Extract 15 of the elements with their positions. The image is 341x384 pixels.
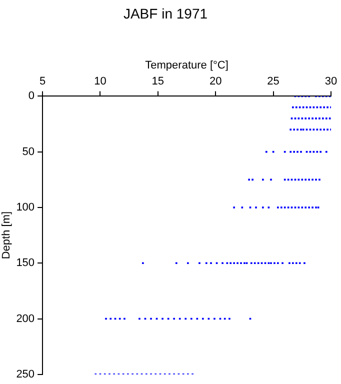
x-tick-label: 30 [324, 76, 338, 88]
y-axis-title: Depth [m] [0, 211, 13, 260]
x-tick-label: 15 [152, 76, 164, 88]
x-tick-label: 20 [209, 76, 222, 88]
y-tick-label: 100 [16, 202, 35, 214]
x-tick-label: 5 [39, 76, 46, 88]
y-tick-label: 50 [22, 146, 35, 158]
y-tick-label: 250 [16, 368, 35, 380]
y-tick-label: 200 [16, 312, 35, 325]
y-tick-label: 150 [16, 257, 35, 270]
chart-title: JABF in 1971 [123, 5, 208, 22]
y-tick-label: 0 [28, 90, 35, 102]
x-tick-label: 25 [267, 76, 280, 88]
x-axis-title: Temperature [°C] [145, 59, 228, 72]
x-tick-label: 10 [94, 76, 106, 88]
